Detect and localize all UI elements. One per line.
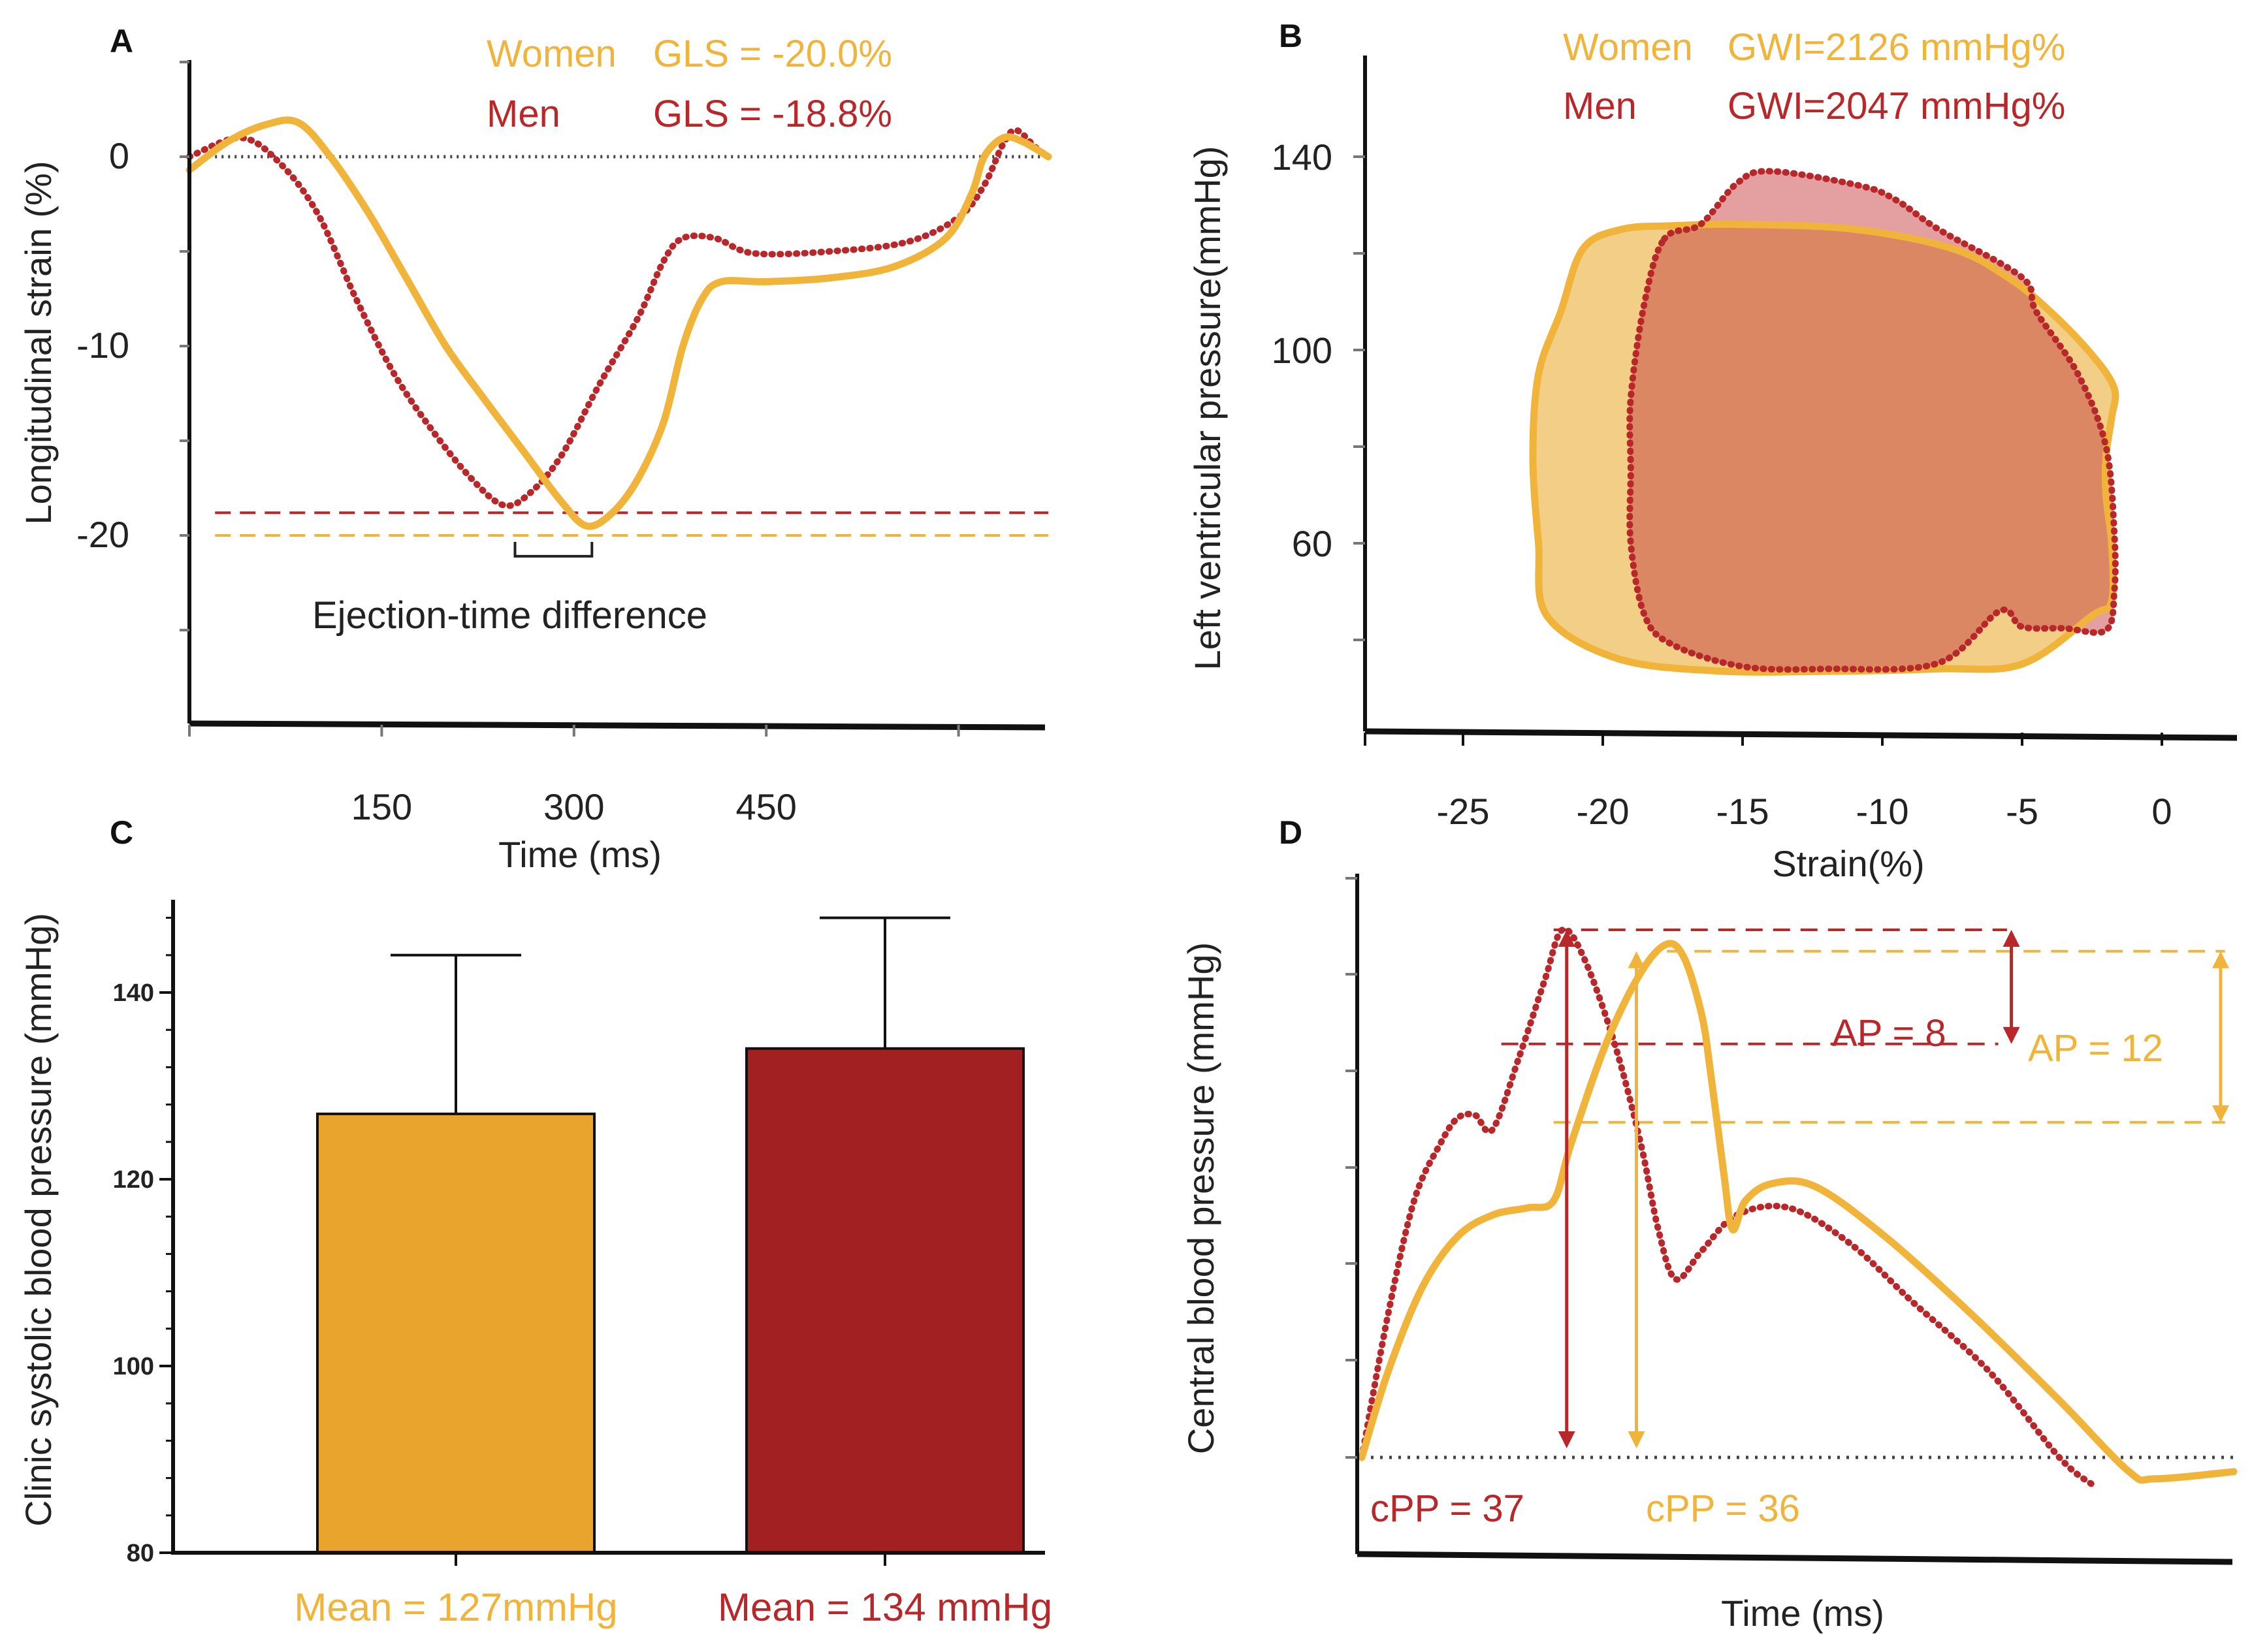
panel-d-men-line — [1359, 926, 2098, 1489]
panel-a-women-gls: GLS = -20.0% — [653, 33, 892, 75]
panel-d-y-label: Central blood pressure (mmHg) — [1180, 942, 1221, 1454]
panel-c-y-tick-label: 120 — [113, 1166, 154, 1194]
panel-c-y-tick-label: 140 — [113, 979, 154, 1007]
panel-d-women-ap-arrow-head — [2212, 1105, 2229, 1122]
panel-d-women-ap: AP = 12 — [2028, 1027, 2163, 1070]
panel-d-chart: D Central blood pressure (mmHg) Time (ms… — [1180, 814, 2238, 1634]
panel-c-letter: C — [110, 814, 133, 851]
panel-b-chart: B -25 -20 -15 -10 -5 0 140 100 60 Left ventricul… — [1187, 18, 2238, 884]
panel-b-y-tick-label: 100 — [1272, 330, 1332, 371]
panel-b-x-label: Strain(%) — [1772, 843, 1924, 884]
panel-b-y-tick-label: 140 — [1272, 136, 1332, 178]
panel-a-y-tick-label: -20 — [76, 514, 129, 555]
panel-d-men-cpp-arrow-head — [1558, 1431, 1575, 1448]
panel-d-men-ap: AP = 8 — [1832, 1012, 1946, 1055]
panel-b-x-tick-label: -25 — [1437, 791, 1490, 832]
panel-d-x-label: Time (ms) — [1721, 1593, 1884, 1634]
panel-c-bar-women — [316, 1112, 596, 1554]
panel-b-x-axis — [1364, 728, 2238, 741]
panel-a-men-label: Men — [487, 93, 560, 135]
panel-a-letter: A — [110, 23, 133, 59]
panel-a-x-axis — [189, 720, 1046, 731]
panel-c-bar-men — [745, 1047, 1025, 1555]
panel-a-men-gls: GLS = -18.8% — [653, 93, 892, 135]
panel-c-chart: C Mean = 127mmHg Mean = 134 mmHg 80 100 120 1… — [18, 814, 1052, 1629]
panel-b-men-label: Men — [1563, 85, 1637, 127]
panel-b-women-loop — [1529, 220, 2119, 676]
panel-b-men-loop — [1626, 168, 2119, 673]
panel-b-x-tick-label: -10 — [1856, 791, 1909, 832]
panel-b-x-tick-label: -15 — [1716, 791, 1769, 832]
panel-b-x-tick-label: 0 — [2151, 791, 2172, 832]
panel-d-women-cpp: cPP = 36 — [1646, 1487, 1800, 1530]
panel-b-men-gwi: GWI=2047 mmHg% — [1728, 85, 2065, 127]
panel-a-y-tick-label: -10 — [76, 325, 129, 366]
panel-b-x-tick-label: -20 — [1577, 791, 1630, 832]
panel-b-x-tick-label: -5 — [2006, 791, 2038, 832]
panel-a-ejection-bracket — [513, 541, 594, 558]
panel-a-x-tick-label: 450 — [735, 786, 796, 827]
panel-b-y-label: Left ventricular pressure(mmHg) — [1187, 146, 1228, 671]
panel-b-women-gwi: GWI=2126 mmHg% — [1728, 26, 2065, 69]
panel-a-ejection-label: Ejection-time difference — [312, 594, 707, 637]
panel-d-men-ap-arrow-head — [2003, 930, 2020, 947]
panel-d-men-ap-arrow-head — [2003, 1026, 2020, 1044]
panel-a-women-label: Women — [487, 33, 617, 75]
panel-a-women-line — [185, 116, 1052, 530]
panel-a-x-tick-label: 300 — [543, 786, 604, 827]
panel-d-letter: D — [1279, 814, 1302, 851]
panel-d-women-cpp-arrow-head — [1628, 1431, 1645, 1448]
panel-d-men-cpp-arrow-head — [1558, 930, 1575, 947]
panel-c-category-label: Mean = 127mmHg — [294, 1585, 617, 1629]
panel-c-y-tick-label: 80 — [127, 1540, 154, 1567]
panel-a-x-tick-label: 150 — [351, 786, 412, 827]
panel-d-women-line — [1358, 940, 2238, 1484]
panel-a-y-tick-label: 0 — [109, 135, 129, 176]
panel-d-men-cpp: cPP = 37 — [1370, 1487, 1524, 1530]
panel-a-x-label: Time (ms) — [498, 834, 662, 875]
panel-c-y-label: Clinic systolic blood pressure (mmHg) — [18, 913, 59, 1527]
panel-b-women-label: Women — [1563, 26, 1693, 69]
panel-a-chart: A 150 300 450 0 -10 -20 Longitudinal strain (… — [18, 23, 1052, 875]
panel-c-y-tick-label: 100 — [113, 1353, 154, 1380]
panel-b-y-tick-label: 60 — [1292, 523, 1332, 564]
panel-d-women-cpp-arrow-head — [1628, 951, 1645, 968]
panel-c-category-label: Mean = 134 mmHg — [718, 1585, 1052, 1629]
panel-a-y-label: Longitudinal strain (%) — [18, 161, 59, 524]
panel-b-letter: B — [1279, 18, 1302, 54]
panel-a-men-line — [186, 127, 1052, 509]
panel-d-x-axis — [1357, 1551, 2233, 1565]
panel-b-overlap-fill — [1630, 224, 2115, 670]
panel-d-women-ap-arrow-head — [2212, 951, 2229, 968]
